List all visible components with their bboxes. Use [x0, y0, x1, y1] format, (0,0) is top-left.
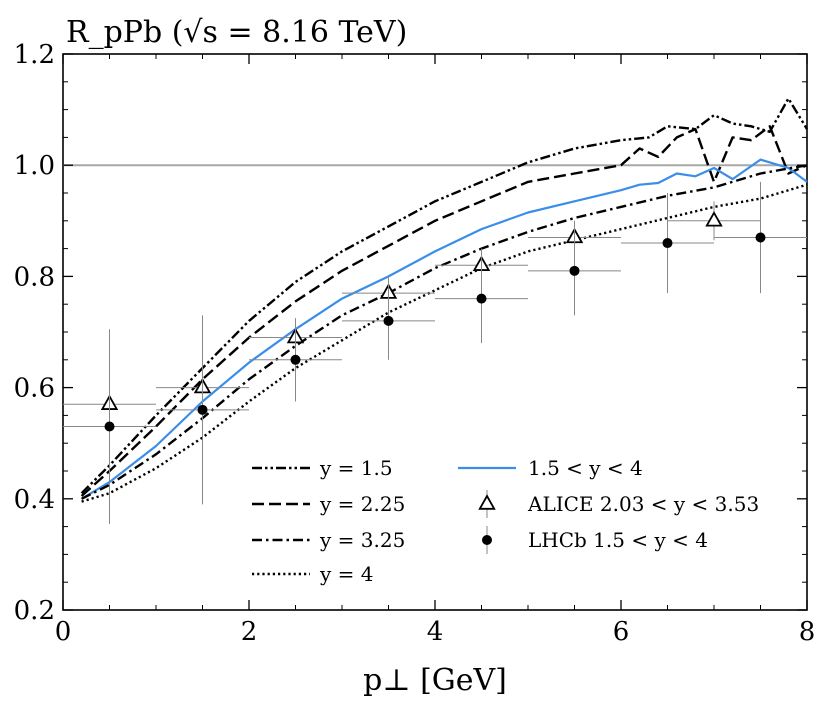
series-line-4: [81, 183, 808, 503]
y-tick-label: 1.2: [14, 40, 55, 70]
y-tick-label: 1.0: [14, 151, 55, 181]
legend-label: y = 3.25: [319, 528, 405, 552]
alice-point: [705, 210, 723, 227]
plot-frame: [62, 53, 808, 611]
chart-title: R_pPb (√s = 8.16 TeV): [66, 15, 407, 50]
legend-label: y = 1.5: [319, 456, 393, 480]
lhcb-point: [290, 354, 301, 365]
y-tick-label: 0.6: [14, 374, 55, 404]
legend-triangle: [478, 494, 496, 510]
lhcb-point: [569, 265, 580, 276]
series-line-3: [81, 164, 808, 500]
x-axis-label: p⊥ [GeV]: [363, 663, 507, 698]
x-tick-label: 0: [55, 617, 72, 647]
lhcb-point: [197, 404, 208, 415]
y-tick-label: 0.8: [14, 262, 55, 292]
x-tick-label: 4: [427, 617, 444, 647]
legend-label: y = 2.25: [319, 492, 405, 516]
legend-label: LHCb 1.5 < y < 4: [528, 528, 708, 552]
y-tick-label: 0.2: [14, 596, 55, 626]
series-line-2: [81, 158, 808, 500]
lhcb-point: [755, 232, 766, 243]
lhcb-point: [104, 421, 115, 432]
y-tick-label: 0.4: [14, 485, 55, 515]
x-tick-label: 6: [613, 617, 630, 647]
lhcb-point: [476, 293, 487, 304]
lhcb-point: [383, 315, 394, 326]
legend-label: y = 4: [319, 562, 374, 586]
series-line-1: [80, 125, 808, 497]
series-line-0: [80, 97, 809, 495]
x-tick-label: 2: [241, 617, 258, 647]
legend-label: 1.5 < y < 4: [528, 456, 643, 480]
lhcb-point: [662, 238, 673, 249]
legend-circle: [482, 535, 492, 545]
legend-label: ALICE 2.03 < y < 3.53: [527, 492, 759, 516]
x-tick-label: 8: [799, 617, 816, 647]
